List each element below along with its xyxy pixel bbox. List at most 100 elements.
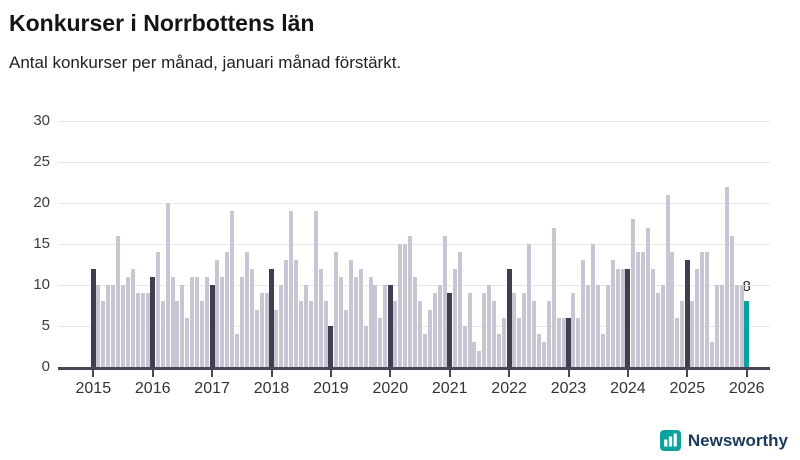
bar-2017-06 xyxy=(234,334,239,367)
bar-2017-03 xyxy=(220,276,224,367)
bar-2022-07 xyxy=(536,334,541,367)
bar-2015-07 xyxy=(121,285,125,367)
y-axis-label-0: 0 xyxy=(41,358,50,375)
bar-2020-10 xyxy=(432,293,437,367)
x-axis-label-2021: 2021 xyxy=(431,380,468,397)
bar-2015-06 xyxy=(116,235,121,367)
bar-2019-07 xyxy=(358,268,363,367)
x-axis-label-2023: 2023 xyxy=(550,380,587,397)
bar-2019-02 xyxy=(333,252,338,367)
bar-2023-07 xyxy=(596,285,601,367)
bar-2015-09 xyxy=(130,268,135,367)
bar-2017-09 xyxy=(249,268,254,367)
bar-2019-10 xyxy=(373,285,378,367)
bar-2021-04 xyxy=(462,326,467,367)
x-axis-label-2017: 2017 xyxy=(194,380,230,397)
bar-2024-05 xyxy=(645,227,650,367)
y-axis-label-20: 20 xyxy=(33,194,50,211)
bar-2015-04 xyxy=(106,285,111,367)
bar-2025-01 xyxy=(684,260,690,367)
gridline-20 xyxy=(58,203,770,204)
x-axis-tick-2018 xyxy=(270,370,273,377)
bar-2022-01 xyxy=(506,268,512,367)
bar-2023-01 xyxy=(566,317,571,367)
bar-2023-03 xyxy=(576,317,581,367)
bar-2024-10 xyxy=(670,252,675,367)
y-axis-label-30: 30 xyxy=(33,112,50,129)
x-axis-label-2015: 2015 xyxy=(75,380,112,397)
plot-area: 8 0 5 10 15 20 25 30 2015 2016 2017 2018 2019 2020 20… xyxy=(33,112,770,415)
y-axis-label-15: 15 xyxy=(33,235,50,252)
x-axis-tick-2016 xyxy=(151,370,154,377)
bar-2017-08 xyxy=(244,252,249,367)
bar-2015-03 xyxy=(101,301,106,367)
bar-2022-02 xyxy=(512,293,517,367)
bar-2024-08 xyxy=(660,285,665,367)
bar-2020-02 xyxy=(393,301,398,367)
bar-2025-11 xyxy=(734,285,739,367)
bar-2018-08 xyxy=(304,285,309,367)
x-axis-tick-2025 xyxy=(686,370,689,377)
bar-2016-03 xyxy=(160,301,165,367)
gridline-25 xyxy=(58,162,770,163)
bar-2019-08 xyxy=(363,326,368,367)
bar-2016-05 xyxy=(170,276,175,367)
bar-2024-02 xyxy=(630,219,635,367)
bar-2018-02 xyxy=(274,309,279,367)
bar-2026-01 xyxy=(744,301,750,367)
bar-2015-08 xyxy=(125,276,130,367)
bar-2021-01 xyxy=(447,293,453,367)
bar-2018-12 xyxy=(323,301,328,367)
bar-2021-06 xyxy=(472,342,477,367)
bar-2021-12 xyxy=(502,317,507,367)
bar-2023-08 xyxy=(601,334,606,367)
bar-2022-12 xyxy=(561,317,566,367)
bar-2025-03 xyxy=(695,268,700,367)
bar-2023-12 xyxy=(620,268,625,367)
x-axis-label-2016: 2016 xyxy=(134,380,171,397)
bar-2021-05 xyxy=(467,293,472,367)
bar-2019-11 xyxy=(378,317,383,367)
bar-2022-03 xyxy=(517,317,521,367)
bar-2024-04 xyxy=(640,252,645,367)
bar-2017-02 xyxy=(215,260,220,367)
bar-2016-12 xyxy=(205,276,210,367)
bar-2023-05 xyxy=(586,285,591,367)
bar-2017-01 xyxy=(209,285,215,367)
newsworthy-logo: Newsworthy xyxy=(659,430,788,451)
latest-value-label: 8 xyxy=(742,278,751,296)
y-axis-label-25: 25 xyxy=(33,153,50,170)
bar-2023-10 xyxy=(611,260,616,367)
bar-2015-11 xyxy=(140,293,145,367)
bar-2018-04 xyxy=(284,260,289,367)
bar-2023-04 xyxy=(581,260,586,367)
bar-2019-04 xyxy=(343,309,348,367)
x-axis-label-2024: 2024 xyxy=(610,380,646,397)
x-axis-tick-2017 xyxy=(211,370,214,377)
bar-2022-06 xyxy=(531,301,536,367)
y-axis-label-10: 10 xyxy=(33,276,50,293)
bar-2015-02 xyxy=(96,285,101,367)
chart-title: Konkurser i Norrbottens län xyxy=(9,10,315,36)
bar-2015-01 xyxy=(90,268,96,367)
bar-2021-07 xyxy=(477,350,482,367)
bar-2017-04 xyxy=(224,252,229,367)
bar-2018-01 xyxy=(269,268,274,367)
bar-2015-05 xyxy=(111,285,116,367)
x-axis-tick-2019 xyxy=(329,370,332,377)
bar-2023-11 xyxy=(616,268,620,367)
bar-2022-05 xyxy=(526,244,531,367)
bar-2020-04 xyxy=(403,244,408,367)
bar-2016-04 xyxy=(165,203,170,367)
x-axis-tick-2026 xyxy=(745,370,748,377)
bar-2024-12 xyxy=(680,301,685,367)
bar-2022-11 xyxy=(556,317,561,367)
x-axis-tick-2020 xyxy=(389,370,392,377)
x-axis-label-2025: 2025 xyxy=(669,380,706,397)
bar-2024-11 xyxy=(675,317,680,367)
bar-2020-07 xyxy=(418,301,422,367)
bar-2019-09 xyxy=(368,276,373,367)
bar-2021-03 xyxy=(457,252,462,367)
x-axis-tick-2021 xyxy=(448,370,451,377)
bar-2021-11 xyxy=(497,334,502,367)
